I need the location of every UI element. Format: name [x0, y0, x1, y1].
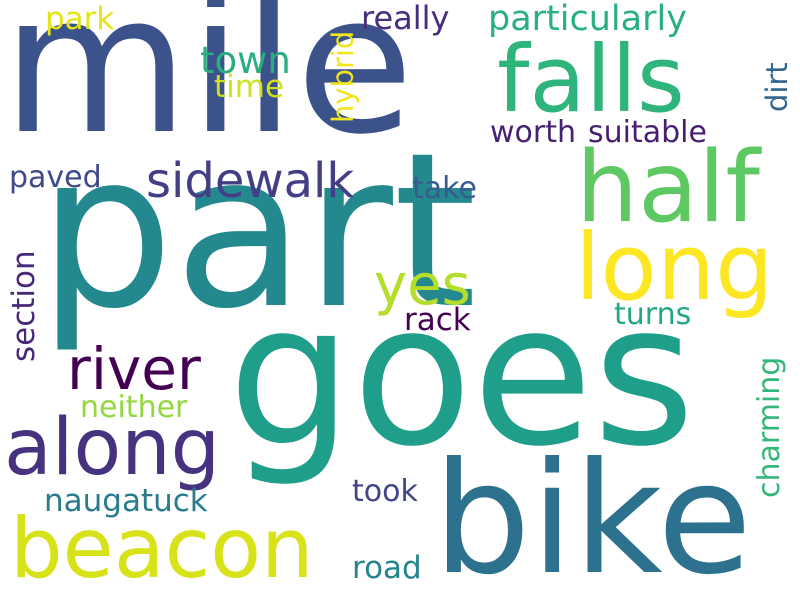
word-take: take	[412, 171, 477, 206]
word-falls: falls	[497, 26, 685, 133]
word-along: along	[4, 403, 221, 493]
word-worth: worth	[490, 115, 577, 150]
word-time: time	[214, 69, 285, 105]
word-paved: paved	[9, 160, 102, 195]
word-goes: goes	[228, 262, 696, 490]
word-park: park	[45, 1, 115, 37]
word-really: really	[361, 0, 450, 37]
word-road: road	[352, 550, 422, 586]
word-river: river	[67, 335, 201, 403]
word-particularly: particularly	[488, 0, 687, 39]
word-hybrid: hybrid	[326, 30, 360, 123]
word-bike: bike	[433, 430, 752, 600]
word-beacon: beacon	[10, 500, 314, 597]
word-took: took	[352, 474, 418, 509]
word-naugatuck: naugatuck	[44, 483, 208, 519]
word-part: part	[38, 107, 477, 356]
word-section: section	[6, 250, 42, 362]
word-town: town	[200, 39, 291, 82]
word-mile: mile	[2, 0, 414, 177]
word-turns: turns	[614, 297, 692, 332]
word-dirt: dirt	[760, 62, 794, 112]
word-rack: rack	[404, 302, 471, 338]
word-yes: yes	[374, 253, 471, 318]
word-sidewalk: sidewalk	[146, 153, 355, 209]
word-neither: neither	[80, 390, 188, 425]
word-half: half	[576, 131, 760, 245]
word-long: long	[575, 214, 774, 321]
word-charming: charming	[752, 356, 787, 498]
word-suitable: suitable	[588, 115, 707, 150]
